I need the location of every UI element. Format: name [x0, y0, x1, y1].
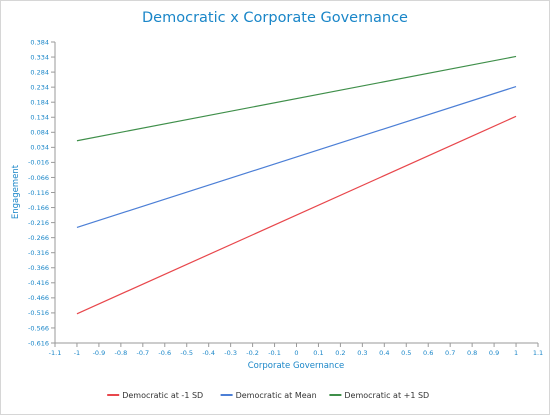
y-tick-label: 0.284: [30, 68, 49, 76]
y-tick-label: -0.266: [28, 234, 49, 242]
y-tick-label: -0.416: [28, 279, 49, 287]
x-tick-label: 1.1: [533, 349, 543, 357]
legend: Democratic at -1 SD Democratic at Mean Dem…: [107, 391, 429, 400]
y-tick-label: -0.616: [28, 339, 49, 347]
x-tick-label: 0.3: [357, 349, 367, 357]
x-tick-label: -0.8: [115, 349, 128, 357]
x-tick-label: 1: [514, 349, 518, 357]
y-tick-label: 0.234: [30, 83, 49, 91]
legend-label-3: Democratic at +1 SD: [344, 391, 429, 400]
x-tick-label: 0.2: [335, 349, 345, 357]
x-axis-label: Corporate Governance: [248, 361, 344, 371]
y-tick-label: -0.116: [28, 189, 49, 197]
x-tick-label: -1: [74, 349, 80, 357]
x-tick-label: 0.1: [313, 349, 323, 357]
series-line-1: [76, 115, 517, 315]
y-tick-label: -0.566: [28, 324, 49, 332]
x-ticks: -1.1 -1 -0.9 -0.8 -0.7 -0.6 -0.5 -0.4 -0.3 -0.2 -0…: [49, 343, 543, 357]
y-tick-label: -0.016: [28, 159, 49, 167]
y-tick-label: 0.084: [30, 129, 49, 137]
y-ticks: 0.384 0.334 0.284 0.234 0.184 0.134 0.084 0.034…: [28, 38, 55, 347]
y-tick-label: 0.184: [30, 99, 49, 107]
series-line-2: [76, 85, 517, 228]
x-tick-label: -0.1: [268, 349, 281, 357]
x-tick-label: -0.9: [93, 349, 106, 357]
y-tick-label: -0.166: [28, 204, 49, 212]
y-tick-label: -0.516: [28, 309, 49, 317]
x-tick-label: -0.3: [224, 349, 237, 357]
x-tick-label: -0.2: [246, 349, 259, 357]
x-tick-label: -0.5: [180, 349, 193, 357]
y-axis-label: Engagement: [11, 164, 21, 219]
x-tick-label: 0.5: [401, 349, 411, 357]
y-tick-label: -0.316: [28, 249, 49, 257]
x-tick-label: 0.7: [445, 349, 455, 357]
y-tick-label: 0.134: [30, 114, 49, 122]
y-tick-label: -0.366: [28, 264, 49, 272]
legend-label-2: Democratic at Mean: [236, 391, 317, 400]
series-line-3: [76, 55, 517, 142]
legend-label-1: Democratic at -1 SD: [122, 391, 203, 400]
x-tick-label: 0.8: [467, 349, 477, 357]
y-tick-label: 0.334: [30, 53, 49, 61]
x-tick-label: -0.6: [158, 349, 171, 357]
y-tick-label: -0.066: [28, 174, 49, 182]
y-tick-label: -0.216: [28, 219, 49, 227]
x-tick-label: 0: [294, 349, 298, 357]
chart-title: Democratic x Corporate Governance: [142, 10, 408, 26]
y-tick-label: 0.034: [30, 144, 49, 152]
series-lines: [76, 55, 517, 315]
axes: [54, 42, 538, 344]
y-tick-label: -0.466: [28, 294, 49, 302]
x-tick-label: 0.6: [423, 349, 433, 357]
y-tick-label: 0.384: [30, 38, 49, 46]
x-tick-label: 0.9: [489, 349, 499, 357]
x-tick-label: -0.7: [136, 349, 149, 357]
x-tick-label: -1.1: [49, 349, 62, 357]
x-tick-label: 0.4: [379, 349, 389, 357]
x-tick-label: -0.4: [202, 349, 215, 357]
